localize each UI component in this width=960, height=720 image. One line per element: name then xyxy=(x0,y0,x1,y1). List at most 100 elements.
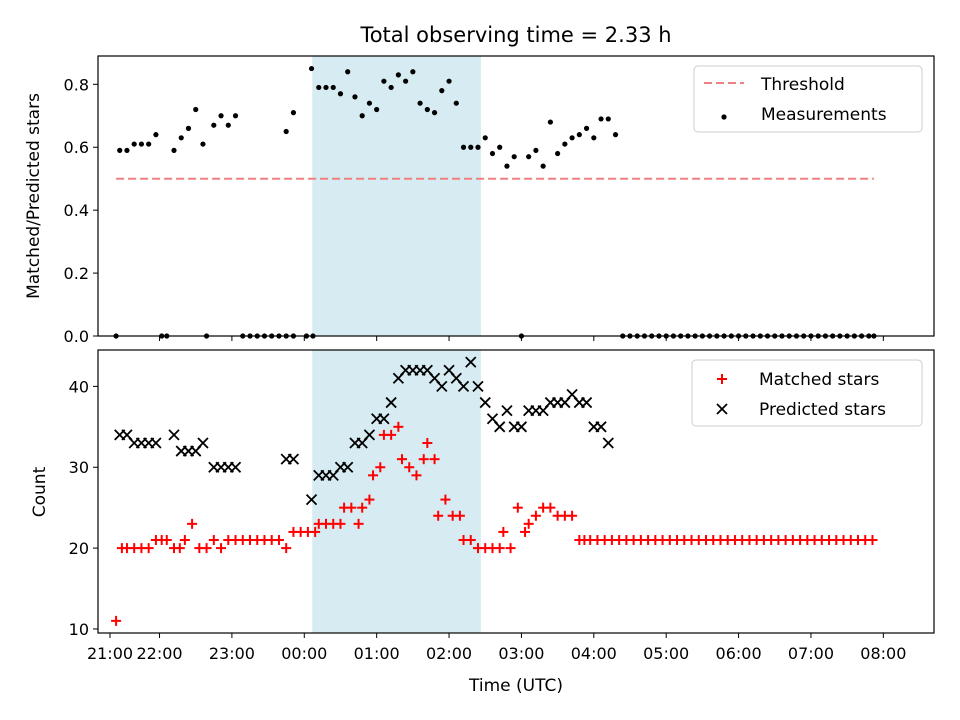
measurement-point xyxy=(345,69,351,75)
measurement-point xyxy=(171,147,177,153)
measurement-point xyxy=(612,132,619,138)
bottom-ytick-label: 40 xyxy=(69,377,89,396)
measurement-point xyxy=(232,113,239,119)
measurement-point xyxy=(576,132,582,138)
measurement-point xyxy=(330,84,336,91)
measurement-point xyxy=(475,144,481,150)
top-y-ticks: 0.0 0.2 0.4 0.6 0.8 xyxy=(64,75,98,346)
bottom-legend-box xyxy=(691,359,923,427)
x-stroke-b xyxy=(443,364,455,376)
top-measurements-layer xyxy=(113,65,877,339)
matched-star-point xyxy=(353,518,364,529)
measurement-point xyxy=(218,113,224,119)
matched-star-point xyxy=(867,535,878,546)
matched-star-point xyxy=(494,543,505,554)
x-stroke-b xyxy=(486,413,499,425)
bottom-y-axis-label: Count xyxy=(30,466,50,517)
measurement-point xyxy=(605,116,611,122)
bottom-xtick-label: 08:00 xyxy=(860,644,906,663)
matched-star-point xyxy=(179,535,190,546)
measurement-point xyxy=(153,132,159,138)
measurement-point xyxy=(283,128,289,135)
matched-star-point xyxy=(174,543,185,554)
measurement-point xyxy=(225,122,231,128)
predicted-star-point xyxy=(287,453,300,465)
top-ytick-label: 0.6 xyxy=(64,138,89,157)
matched-star-point xyxy=(111,615,122,626)
matched-star-point xyxy=(364,494,375,505)
measurement-point xyxy=(178,135,184,141)
x-stroke-b xyxy=(472,380,484,393)
measurement-point xyxy=(352,94,358,100)
bottom-xtick-label: 04:00 xyxy=(571,644,617,663)
measurement-point xyxy=(308,65,315,72)
bottom-xtick-label: 07:00 xyxy=(788,644,834,663)
matched-star-point xyxy=(310,526,321,537)
matched-star-point xyxy=(545,502,556,513)
matched-star-point xyxy=(393,421,404,432)
measurement-point xyxy=(453,100,459,106)
x-stroke-b xyxy=(342,461,354,473)
measurement-point xyxy=(374,106,380,113)
x-stroke-b xyxy=(602,437,614,449)
bottom-plot-frame xyxy=(97,349,935,634)
predicted-star-point xyxy=(150,437,162,449)
x-stroke-b xyxy=(515,421,528,433)
top-ytick-label: 0.0 xyxy=(64,327,89,346)
predicted-star-point xyxy=(595,421,607,433)
measurement-point xyxy=(431,110,438,116)
matched-star-point xyxy=(422,437,433,448)
x-stroke-b xyxy=(465,356,477,368)
predicted-star-point xyxy=(457,380,470,393)
bottom-matched-layer xyxy=(111,421,878,626)
bottom-ytick-label: 30 xyxy=(69,458,89,477)
top-ytick-label: 0.8 xyxy=(64,75,89,94)
measurement-point xyxy=(562,141,568,147)
x-stroke-b xyxy=(580,396,593,409)
x-axis-label: Time (UTC) xyxy=(468,676,563,696)
measurement-point xyxy=(359,113,365,119)
matched-star-point xyxy=(523,518,534,529)
top-legend: Threshold Measurements xyxy=(693,65,923,133)
predicted-star-point xyxy=(494,421,506,433)
x-stroke-b xyxy=(450,372,462,384)
x-stroke-b xyxy=(363,429,376,441)
measurement-point xyxy=(482,135,488,141)
x-stroke-b xyxy=(168,429,180,441)
matched-star-point xyxy=(143,543,154,554)
measurement-point xyxy=(547,119,553,125)
matched-star-point xyxy=(429,454,440,465)
measurement-point xyxy=(131,141,137,147)
predicted-star-point xyxy=(229,461,242,473)
matched-star-point xyxy=(386,429,397,440)
legend-matched-label: Matched stars xyxy=(759,370,879,390)
x-stroke-b xyxy=(385,396,397,409)
measurement-point xyxy=(200,141,206,147)
bottom-xtick-label: 03:00 xyxy=(498,644,544,663)
measurement-point xyxy=(388,84,394,91)
x-stroke-b xyxy=(457,380,470,393)
top-plot-frame xyxy=(97,55,935,337)
predicted-star-point xyxy=(479,396,491,409)
measurement-point xyxy=(468,144,474,150)
matched-star-point xyxy=(520,526,531,537)
matched-star-point xyxy=(454,510,465,521)
x-stroke-b xyxy=(229,461,242,473)
bottom-x-ticks: 21:00 22:00 23:00 00:00 01:00 02:00 03:00 04:00… xyxy=(87,633,906,663)
x-stroke-b xyxy=(436,380,448,393)
matched-star-point xyxy=(273,535,284,546)
measurement-point xyxy=(424,106,430,113)
predicted-star-point xyxy=(197,437,209,449)
x-stroke-b xyxy=(428,372,441,384)
matched-star-point xyxy=(216,543,227,554)
x-stroke-b xyxy=(197,437,209,449)
measurement-point xyxy=(555,150,561,157)
x-stroke-b xyxy=(595,421,607,433)
measurement-point xyxy=(526,154,532,160)
predicted-star-point xyxy=(436,380,448,393)
legend-measurements-marker xyxy=(721,114,727,120)
predicted-star-point xyxy=(515,421,528,433)
matched-star-point xyxy=(346,502,357,513)
bottom-legend: Matched stars Predicted stars xyxy=(691,359,923,427)
